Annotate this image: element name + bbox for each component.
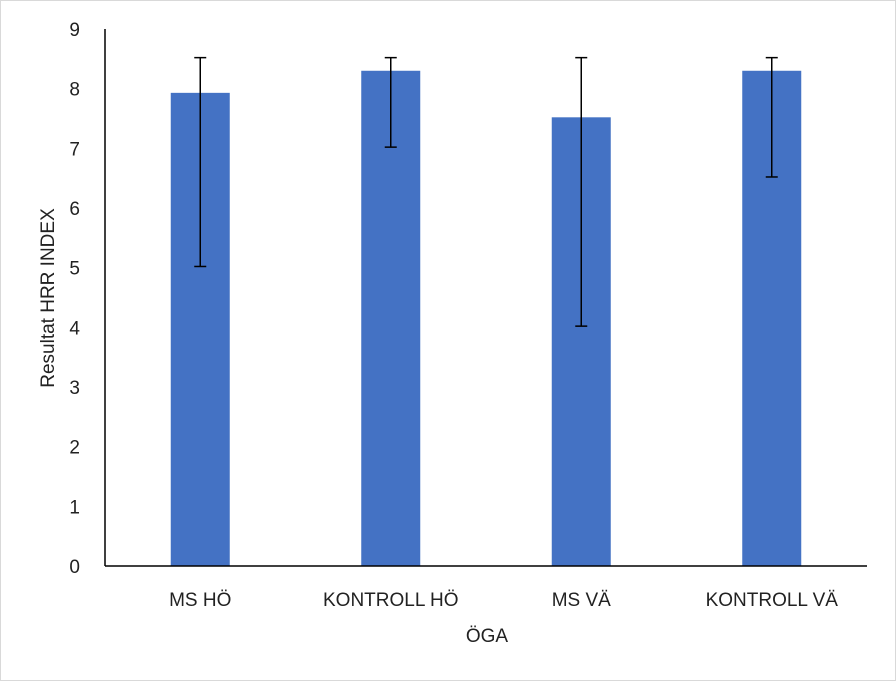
x-axis-ticks: MS HÖ KONTROLL HÖ MS VÄ KONTROLL VÄ [169, 590, 838, 611]
y-tick-label: 8 [69, 80, 80, 101]
y-tick-label: 1 [69, 497, 80, 518]
bar [361, 70, 421, 567]
y-tick-label: 0 [69, 557, 80, 578]
y-tick-label: 7 [69, 139, 80, 160]
y-tick-label: 5 [69, 259, 80, 280]
error-bars [194, 56, 778, 327]
error-bar [194, 56, 207, 268]
y-axis-title: Resultat HRR INDEX [38, 208, 59, 388]
y-tick-label: 2 [69, 438, 80, 459]
y-tick-label: 9 [69, 20, 80, 41]
x-tick-label: MS VÄ [552, 590, 611, 611]
error-bar [575, 56, 588, 327]
error-bar [765, 56, 778, 178]
error-bar [384, 56, 397, 148]
x-tick-label: KONTROLL HÖ [323, 590, 459, 611]
y-tick-label: 3 [69, 378, 80, 399]
bars [170, 70, 802, 567]
x-tick-label: KONTROLL VÄ [706, 590, 839, 611]
x-tick-label: MS HÖ [169, 590, 231, 611]
y-axis-ticks: 0 1 2 3 4 5 6 7 8 9 [69, 20, 80, 578]
x-axis-title: ÖGA [466, 626, 509, 647]
y-tick-label: 6 [69, 199, 80, 220]
y-tick-label: 4 [69, 318, 80, 339]
